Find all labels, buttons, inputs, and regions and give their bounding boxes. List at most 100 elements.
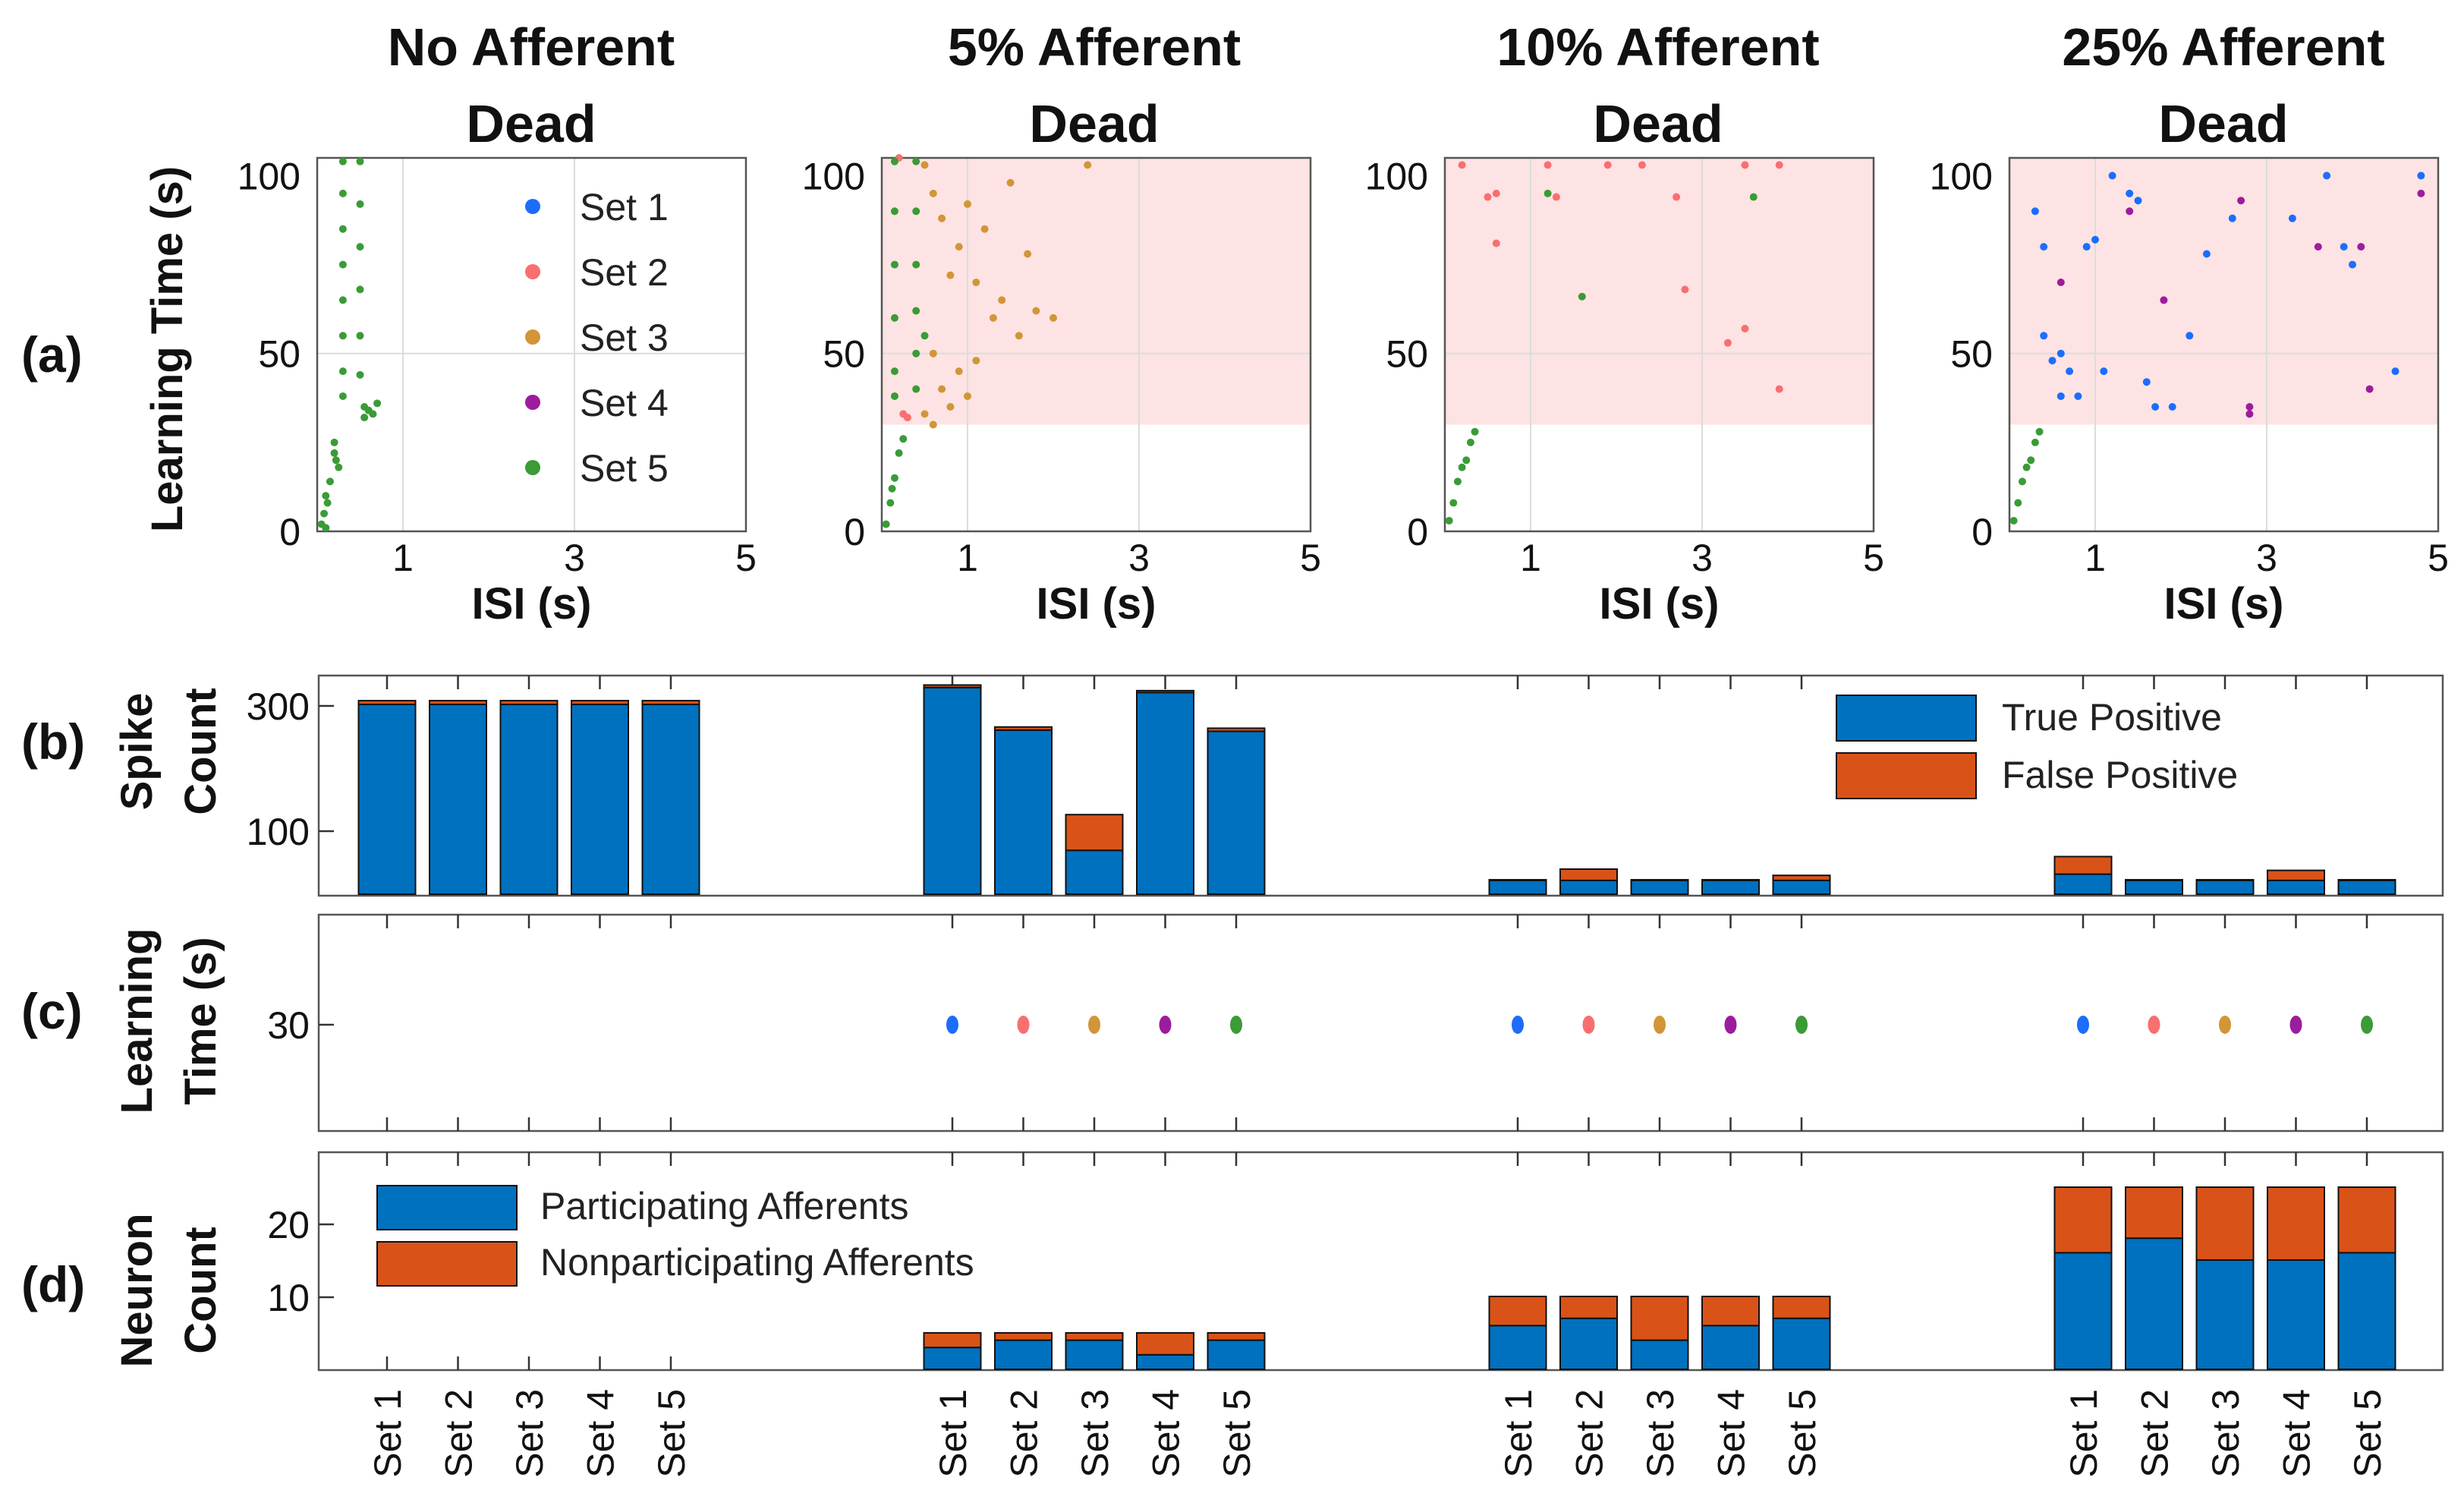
scatter-point xyxy=(955,367,963,376)
panel-a-legend: Set 1 Set 2 Set 3 Set 4 Set 5 xyxy=(525,186,669,490)
scatter-point xyxy=(335,463,343,471)
subplot-title-line1: 10% Afferent xyxy=(1496,17,1819,77)
x-tick-label: 5 xyxy=(735,537,757,579)
scatter-point xyxy=(2417,189,2425,197)
scatter-point xyxy=(2100,367,2108,376)
bar-participating xyxy=(2053,1252,2113,1371)
panel-b-frame xyxy=(317,674,2444,897)
panel-d: Neuron Count 20 10 Participating Afferen… xyxy=(112,1151,2444,1372)
x-category-label: Set 2 xyxy=(1003,1389,1046,1478)
scatter-point xyxy=(1603,161,1612,169)
bar-true-positive xyxy=(641,704,700,896)
learning-time-point xyxy=(1724,1016,1737,1034)
scatter-point xyxy=(2245,403,2254,411)
x-category-label: Set 3 xyxy=(1639,1389,1682,1478)
panel-b-ytick-label-100: 100 xyxy=(247,811,310,853)
bar-true-positive xyxy=(1772,879,1831,895)
scatter-point xyxy=(912,307,920,315)
scatter-point xyxy=(1673,193,1681,201)
subplot-title-line2: Dead xyxy=(1593,94,1723,153)
scatter-point xyxy=(2066,367,2074,376)
scatter-point xyxy=(2074,392,2082,400)
bar-nonparticipating xyxy=(1630,1296,1689,1341)
bar-nonparticipating xyxy=(1488,1296,1547,1327)
scatter-point xyxy=(1084,161,1092,169)
scatter-point xyxy=(2126,207,2134,216)
legend-false-positive-swatch xyxy=(1836,752,1977,799)
scatter-point xyxy=(882,520,890,528)
learning-time-point xyxy=(2219,1016,2231,1034)
panel-b: Spike Count 300 100 True Positive False … xyxy=(112,674,2444,897)
scatter-point xyxy=(1741,324,1749,332)
scatter-point xyxy=(1775,161,1783,169)
x-tick-label: 5 xyxy=(1300,537,1321,579)
legend-set3-marker xyxy=(525,329,540,345)
failure-region-shade xyxy=(1445,158,1874,425)
neuron-bars xyxy=(385,1152,2396,1371)
x-category-label: Set 1 xyxy=(932,1389,974,1478)
scatter-point xyxy=(338,157,347,165)
learning-time-point xyxy=(2077,1016,2089,1034)
learning-time-point xyxy=(2361,1016,2373,1034)
scatter-point xyxy=(338,392,347,400)
bar-false-positive xyxy=(2337,879,2396,881)
x-category-label: Set 5 xyxy=(1781,1389,1824,1478)
row-label-d: (d) xyxy=(21,1256,85,1312)
x-tick-label: 5 xyxy=(2428,537,2449,579)
bar-participating xyxy=(2195,1259,2255,1370)
y-tick-label: 100 xyxy=(802,155,865,197)
scatter-point xyxy=(2027,456,2035,465)
scatter-point xyxy=(373,399,382,408)
bar-nonparticipating xyxy=(994,1332,1053,1341)
row-label-c: (c) xyxy=(21,983,83,1039)
scatter-point xyxy=(920,332,929,340)
scatter-point xyxy=(338,367,347,376)
scatter-point xyxy=(912,260,920,269)
scatter-point xyxy=(338,332,347,340)
scatter-point xyxy=(964,392,971,400)
scatter-point xyxy=(890,157,898,165)
scatter-point xyxy=(2151,403,2160,411)
x-tick-label: 1 xyxy=(2085,537,2106,579)
bar-true-positive xyxy=(1701,879,1760,895)
subplot-frame xyxy=(880,156,1312,533)
scatter-point xyxy=(2323,172,2331,180)
spike-bars xyxy=(357,676,2396,896)
scatter-point xyxy=(1723,339,1732,347)
scatter-point xyxy=(2202,250,2211,258)
x-category-label: Set 4 xyxy=(2276,1389,2318,1478)
learning-time-point xyxy=(1654,1016,1666,1034)
scatter-point xyxy=(1484,193,1492,201)
bar-false-positive xyxy=(1772,874,1831,881)
x-category-label: Set 2 xyxy=(1569,1389,1611,1478)
bar-true-positive xyxy=(1065,849,1124,895)
x-tick-label: 1 xyxy=(957,537,978,579)
bar-true-positive xyxy=(2053,873,2113,895)
learning-time-point xyxy=(1017,1016,1030,1034)
subplot-frame xyxy=(1443,156,1875,533)
y-tick-label: 0 xyxy=(844,511,865,553)
x-category-label: Set 4 xyxy=(580,1389,622,1478)
scatter-point xyxy=(890,260,898,269)
scatter-point xyxy=(330,438,338,446)
scatter-point xyxy=(356,370,364,379)
scatter-point xyxy=(2160,296,2168,304)
scatter-point xyxy=(356,157,364,165)
scatter-point xyxy=(890,313,898,322)
scatter-point xyxy=(2040,243,2048,251)
scatter-point xyxy=(2035,427,2044,436)
scatter-point xyxy=(2417,172,2425,180)
y-tick-label: 0 xyxy=(1972,511,1993,553)
legend-set2-marker xyxy=(525,264,540,279)
bar-participating xyxy=(1488,1325,1547,1371)
scatter-point xyxy=(338,189,347,197)
scatter-point xyxy=(2237,197,2245,205)
legend-true-positive-swatch xyxy=(1836,695,1977,742)
y-tick-label: 50 xyxy=(258,333,301,376)
bar-participating xyxy=(2337,1252,2396,1371)
bar-true-positive xyxy=(2267,879,2325,895)
scatter-point xyxy=(2009,516,2018,525)
scatter-point xyxy=(2056,349,2065,358)
